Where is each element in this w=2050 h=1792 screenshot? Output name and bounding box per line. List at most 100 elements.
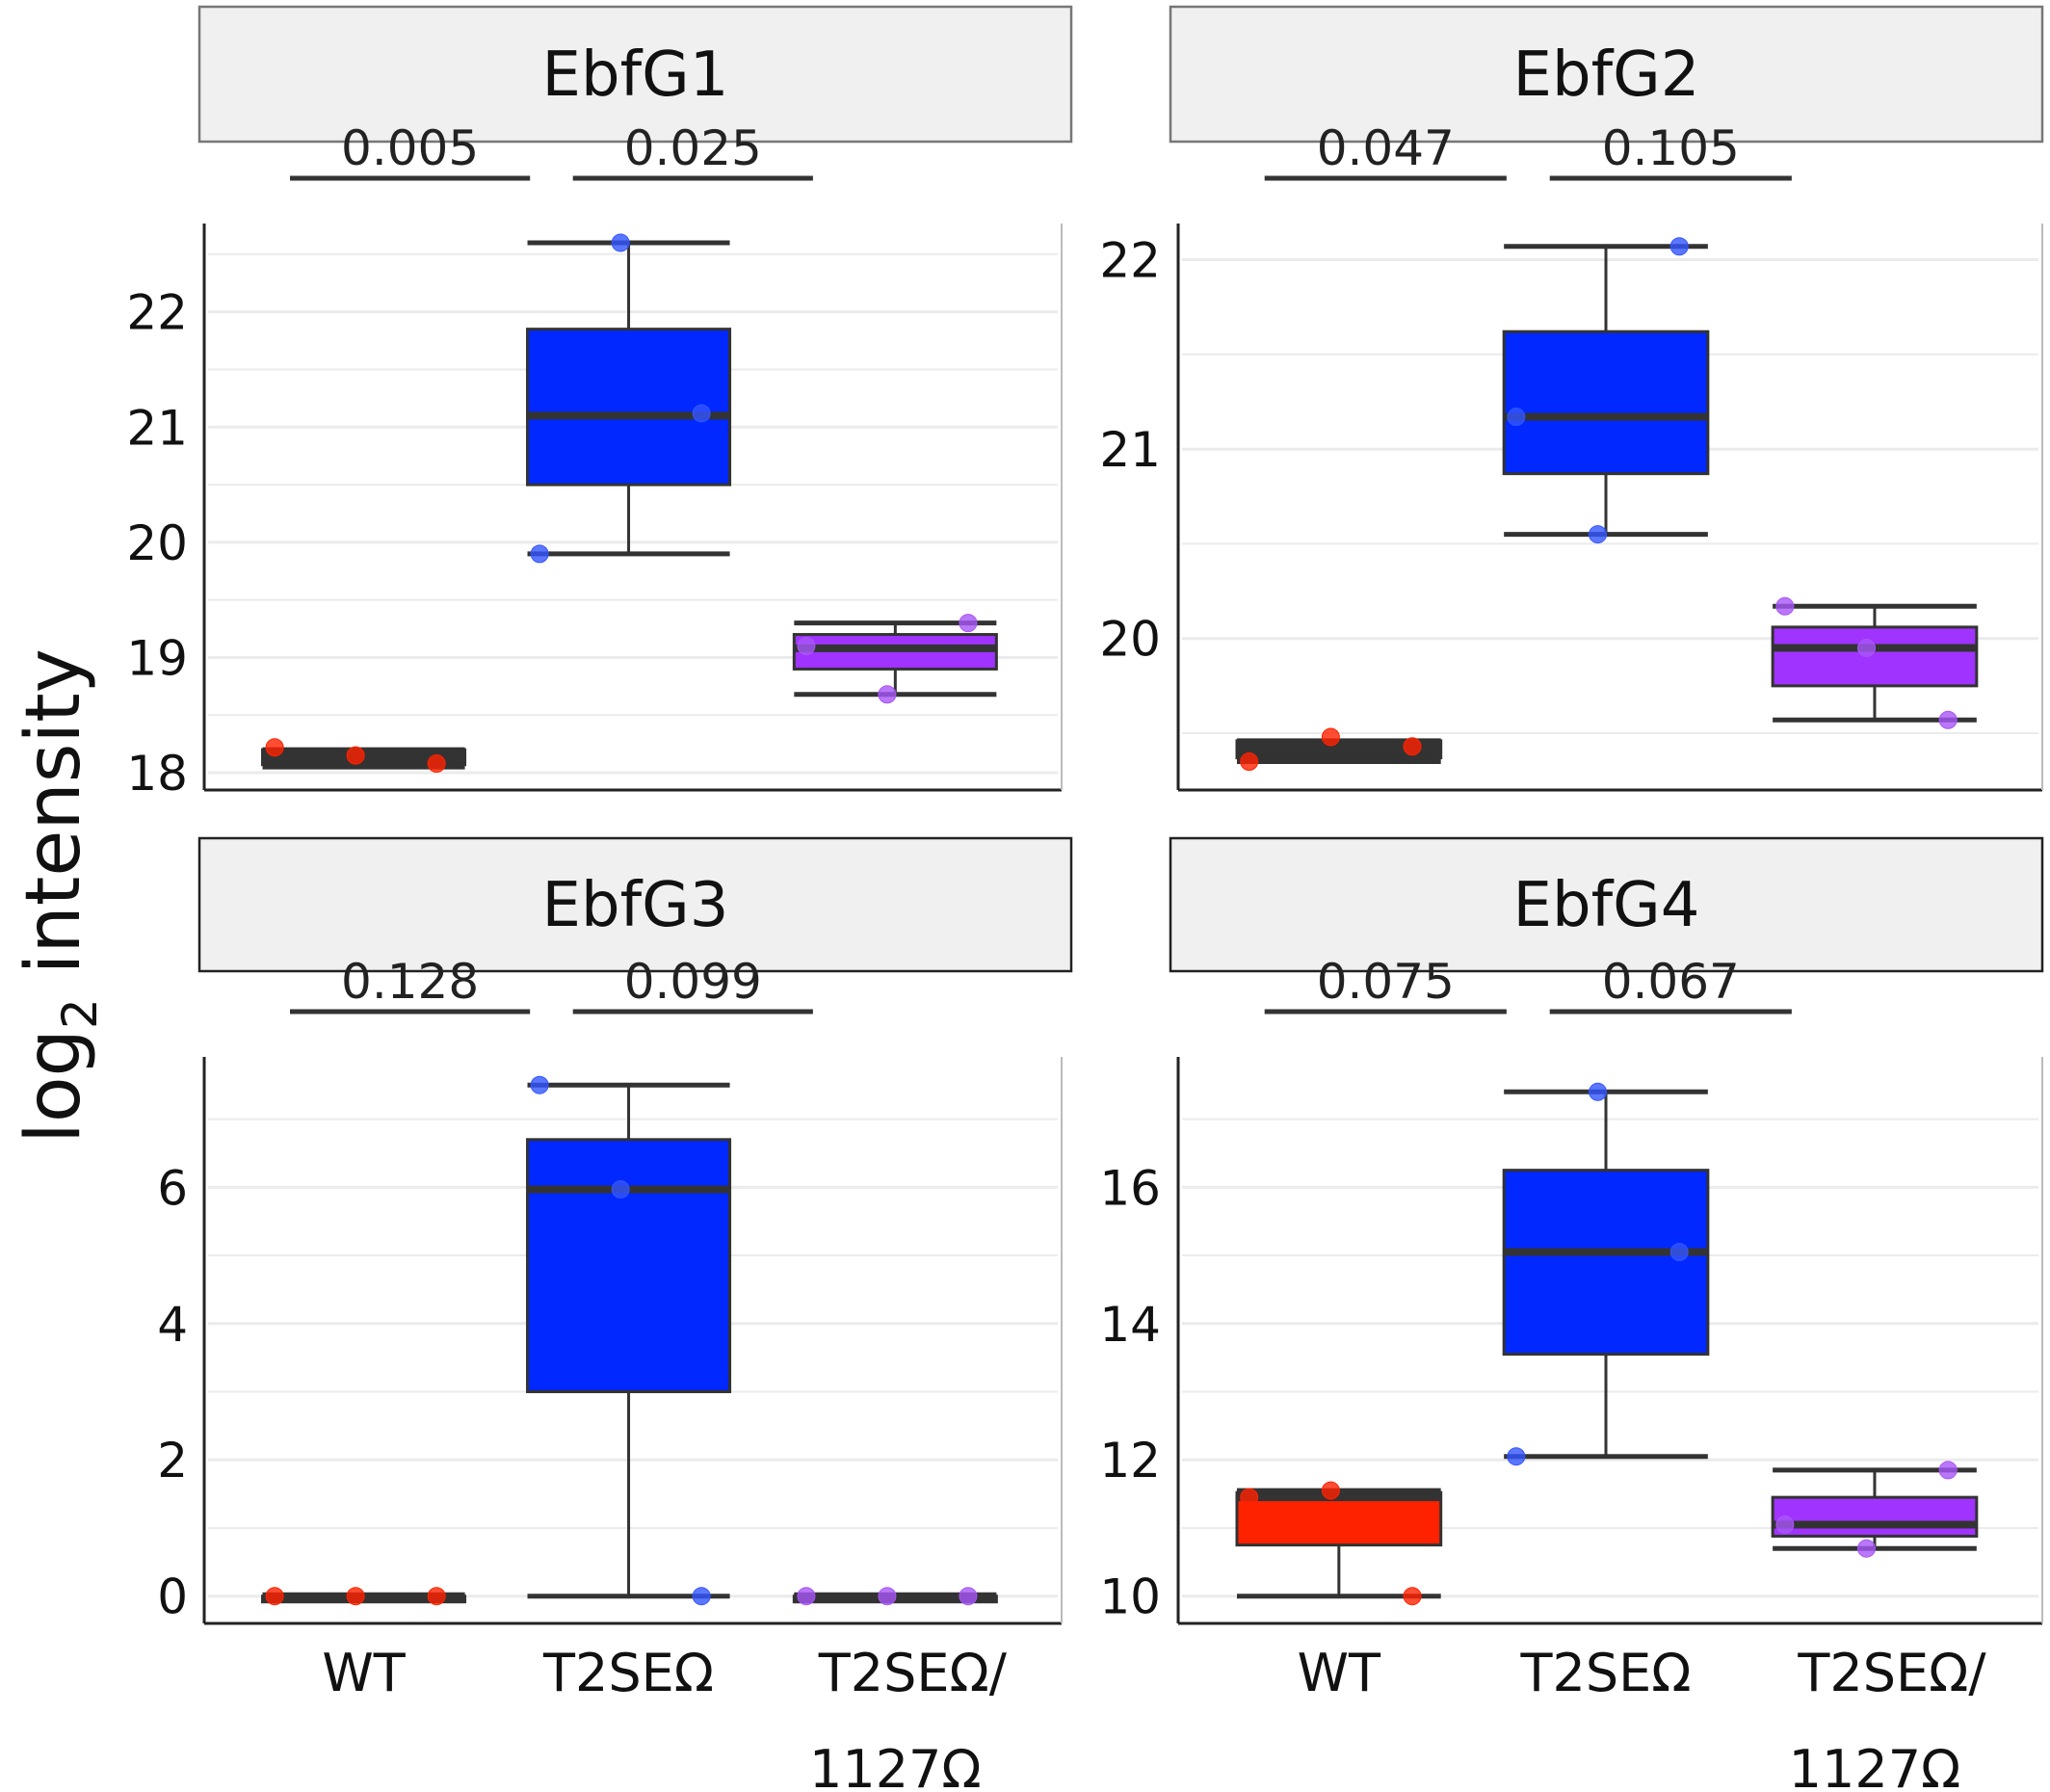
- data-point: [959, 1587, 978, 1606]
- y-tick-label: 22: [126, 285, 188, 341]
- box-iqr: [526, 328, 732, 487]
- p-value-label: 0.075: [1317, 954, 1455, 1010]
- data-point: [692, 1587, 711, 1606]
- facet-strip: [1169, 836, 2044, 973]
- data-point: [1240, 752, 1259, 772]
- y-tick-label: 22: [1099, 232, 1161, 288]
- data-point: [692, 404, 711, 423]
- facet-title: EbfG4: [1513, 870, 1700, 941]
- p-value-label: 0.099: [624, 954, 762, 1010]
- data-point: [1775, 1515, 1795, 1534]
- box-t2se-: [1502, 237, 1710, 544]
- data-point: [611, 1179, 630, 1199]
- data-point: [1775, 596, 1795, 616]
- data-point: [878, 685, 897, 704]
- y-tick-label: 10: [1099, 1569, 1161, 1625]
- box-t2se-: [1502, 1082, 1710, 1466]
- box-iqr: [1502, 1169, 1710, 1357]
- p-value-label: 0.047: [1317, 120, 1455, 176]
- p-value-label: 0.067: [1602, 954, 1740, 1010]
- box-iqr: [1771, 625, 1979, 688]
- facet-title: EbfG1: [542, 40, 729, 111]
- facet-title: EbfG3: [542, 870, 729, 941]
- y-tick-label: 20: [126, 515, 188, 571]
- box-t2se-1127-: [792, 1587, 998, 1606]
- data-point: [1669, 237, 1689, 256]
- x-tick-label: WT: [322, 1643, 406, 1703]
- data-point: [530, 544, 549, 564]
- box-t2se-: [526, 1075, 732, 1606]
- data-point: [1857, 639, 1877, 658]
- box-wt: [1235, 727, 1443, 772]
- box-iqr: [1771, 1495, 1979, 1538]
- facet-title: EbfG2: [1513, 40, 1700, 111]
- data-point: [427, 1587, 446, 1606]
- panel-ebfg2: EbfG2 20 21 22 0.047 0.105: [1099, 5, 2044, 792]
- x-tick-label: 1127Ω: [1789, 1739, 1961, 1792]
- y-tick-label: 4: [157, 1297, 188, 1353]
- data-point: [611, 233, 630, 252]
- panel-ebfg4: EbfG4 10 12 14 16 0.075 0.067: [1099, 836, 2044, 1625]
- data-point: [1507, 408, 1526, 427]
- box-wt: [1235, 1481, 1443, 1606]
- box-t2se-1127-: [1771, 596, 1979, 729]
- data-point: [346, 746, 365, 765]
- data-point: [1240, 1488, 1259, 1507]
- y-tick-label: 16: [1099, 1160, 1161, 1216]
- y-tick-label: 2: [157, 1433, 188, 1489]
- data-point: [265, 1587, 284, 1606]
- data-point: [1321, 1481, 1340, 1500]
- data-point: [1669, 1243, 1689, 1262]
- data-point: [878, 1587, 897, 1606]
- y-tick-label: 20: [1099, 612, 1161, 668]
- x-tick-label: 1127Ω: [809, 1739, 982, 1792]
- x-tick-label: WT: [1298, 1643, 1381, 1703]
- data-point: [1589, 1082, 1608, 1101]
- p-value-label: 0.005: [341, 120, 479, 176]
- x-tick-label: T2SEΩ/: [1797, 1643, 1986, 1703]
- box-iqr: [526, 1138, 732, 1394]
- y-tick-label: 21: [126, 400, 188, 456]
- y-tick-label: 0: [157, 1569, 188, 1625]
- p-value-label: 0.025: [624, 120, 762, 176]
- x-tick-label: T2SEΩ: [542, 1643, 714, 1703]
- y-axis-title: log2 intensity: [11, 648, 108, 1144]
- p-value-label: 0.128: [341, 954, 479, 1010]
- y-tick-label: 18: [126, 746, 188, 802]
- p-value-label: 0.105: [1602, 120, 1740, 176]
- y-tick-label: 21: [1099, 422, 1161, 478]
- data-point: [1403, 737, 1422, 756]
- data-point: [1321, 727, 1340, 747]
- box-iqr: [1502, 329, 1710, 476]
- y-tick-label: 19: [126, 630, 188, 686]
- box-wt: [261, 1587, 467, 1606]
- y-tick-label: 14: [1099, 1297, 1161, 1353]
- y-axis-label: log2 intensity: [11, 648, 108, 1144]
- panel-ebfg1: EbfG1 18 19 20 21 22 0.005 0.025: [126, 5, 1073, 802]
- facet-strip: [197, 836, 1073, 973]
- data-point: [959, 614, 978, 633]
- panel-ebfg3: EbfG3 0 2 4 6 0.128 0.099: [157, 836, 1073, 1625]
- data-point: [1589, 525, 1608, 544]
- box-iqr: [1235, 1490, 1443, 1547]
- data-point: [530, 1075, 549, 1094]
- data-point: [797, 1587, 816, 1606]
- data-point: [1857, 1539, 1877, 1558]
- data-point: [797, 637, 816, 656]
- data-point: [1403, 1587, 1422, 1606]
- data-point: [1507, 1447, 1526, 1466]
- y-tick-label: 12: [1099, 1433, 1161, 1489]
- facet-strip: [197, 5, 1073, 144]
- box-t2se-1127-: [1771, 1461, 1979, 1558]
- data-point: [1938, 710, 1958, 729]
- data-point: [427, 753, 446, 773]
- box-t2se-: [526, 233, 732, 564]
- box-wt: [261, 738, 467, 773]
- data-point: [1938, 1461, 1958, 1480]
- x-tick-label: T2SEΩ/: [818, 1643, 1008, 1703]
- x-axis-labels: WT T2SEΩ T2SEΩ/1127Ω WT T2SEΩ T2SEΩ/1127Ω: [322, 1643, 1986, 1792]
- data-point: [346, 1587, 365, 1606]
- x-tick-label: T2SEΩ: [1520, 1643, 1692, 1703]
